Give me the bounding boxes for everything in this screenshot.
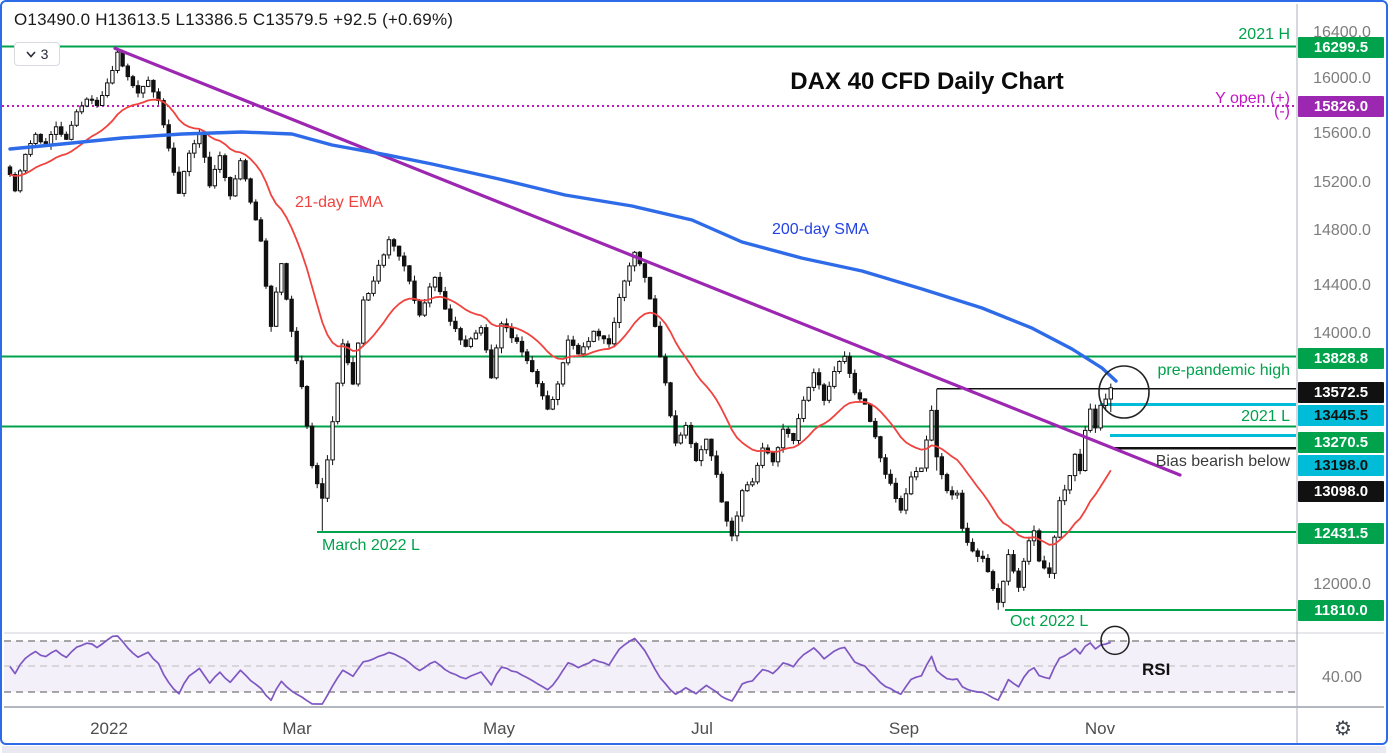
price-badge: 15826.0 <box>1298 95 1384 117</box>
time-axis-label: May <box>482 719 516 738</box>
ohlc-summary: O13490.0 H13613.5 L13386.5 C13579.5 +92.… <box>14 10 454 29</box>
annotation-text: 2021 L <box>1241 408 1290 425</box>
price-axis-tick: 40.00 <box>1321 669 1363 686</box>
price-axis-tick: 14800.0 <box>1313 222 1371 239</box>
annotation-text: Oct 2022 L <box>1010 613 1089 630</box>
indicator-count: 3 <box>40 46 49 62</box>
price-badge: 13198.0 <box>1298 454 1384 476</box>
time-axis-label: 2022 <box>90 719 128 738</box>
time-axis-label: Jul <box>691 719 713 738</box>
rsi-label: RSI <box>1142 660 1171 679</box>
price-badge: 13098.0 <box>1298 480 1384 502</box>
annotation-text: 2021 H <box>1238 26 1290 43</box>
price-badge: 11810.0 <box>1298 599 1384 621</box>
price-badge: 13828.8 <box>1298 347 1384 369</box>
price-axis-tick: 12000.0 <box>1313 576 1371 593</box>
price-badge: 13445.5 <box>1298 404 1384 426</box>
annotation-text: Y open (+) <box>1215 90 1290 107</box>
gear-icon[interactable]: ⚙ <box>1334 718 1352 740</box>
price-badge: 13572.5 <box>1298 381 1384 403</box>
collapse-indicators-button[interactable]: 3 <box>14 42 60 66</box>
annotation-text: March 2022 L <box>322 537 420 554</box>
time-axis-label: Sep <box>888 719 920 738</box>
annotation-text: pre-pandemic high <box>1157 362 1290 379</box>
annotation-text: 200-day SMA <box>772 221 869 238</box>
annotation-text: 21-day EMA <box>295 194 384 211</box>
price-axis-tick: 14000.0 <box>1313 325 1371 342</box>
price-axis-tick: 14400.0 <box>1313 277 1371 294</box>
annotation-text: (-) <box>1274 103 1290 120</box>
time-axis-label: Mar <box>282 719 312 738</box>
chevron-down-icon <box>25 50 36 58</box>
annotation-text: Bias bearish below <box>1155 453 1290 470</box>
price-axis-tick: 15200.0 <box>1313 174 1371 191</box>
price-badge: 16299.5 <box>1298 36 1384 58</box>
window-edge-strip <box>2 746 1386 753</box>
price-badge: 13270.5 <box>1298 431 1384 453</box>
price-axis-tick: 15600.0 <box>1313 125 1371 142</box>
price-badge: 12431.5 <box>1298 522 1384 544</box>
price-axis-tick: 16000.0 <box>1313 70 1371 87</box>
chart-title: DAX 40 CFD Daily Chart <box>790 68 1064 95</box>
time-axis-label: Nov <box>1084 719 1116 738</box>
